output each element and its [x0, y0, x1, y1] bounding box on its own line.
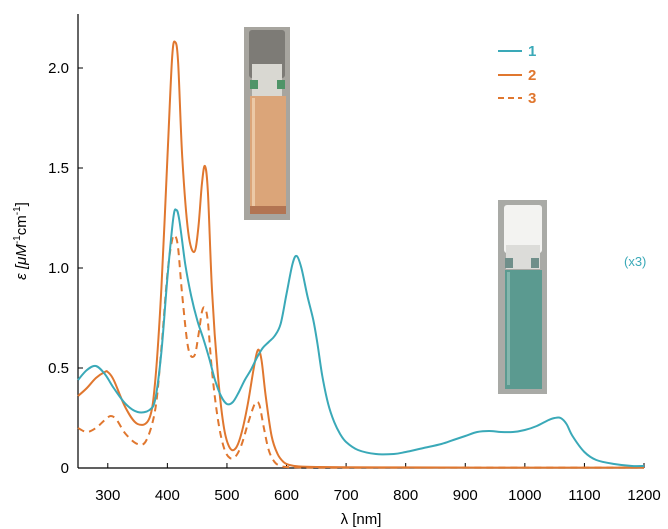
series-2-line — [77, 40, 644, 469]
y-tick-label: 2.0 — [48, 60, 69, 77]
y-tick-label: 0 — [61, 460, 69, 477]
scale-annotation: (x3) — [624, 254, 646, 269]
x-tick-label: 900 — [453, 487, 478, 504]
y-tick-label: 1.0 — [48, 260, 69, 277]
y-axis-label-sup1: -1 — [12, 235, 23, 244]
series-1-line — [77, 208, 645, 468]
y-axis-label-prefix: ε [μM — [13, 244, 30, 280]
x-tick-label: 1000 — [508, 487, 541, 504]
y-axis-label-sup2: -1 — [12, 206, 23, 215]
x-axis-label: λ [nm] — [341, 511, 382, 528]
series-layer — [77, 40, 645, 469]
x-tick-label: 500 — [214, 487, 239, 504]
x-tick-label: 700 — [334, 487, 359, 504]
legend-label-1: 1 — [528, 43, 536, 60]
x-tick-label: 1100 — [568, 487, 600, 504]
x-tick-label: 1200 — [627, 487, 660, 504]
cuvette-photo-orange — [244, 27, 290, 220]
y-axis-label-suffix: ] — [13, 202, 30, 206]
x-ticks: 300 400 500 600 700 800 900 1000 1100 1200 — [95, 463, 661, 504]
x-tick-label: 800 — [393, 487, 418, 504]
series-3-line — [77, 234, 644, 469]
legend-label-3: 3 — [528, 90, 536, 107]
x-tick-label: 400 — [155, 487, 180, 504]
y-tick-label: 0.5 — [48, 360, 69, 377]
cuvette-photo-green — [498, 200, 547, 394]
legend-label-2: 2 — [528, 67, 536, 84]
y-tick-label: 1.5 — [48, 160, 69, 177]
y-axis-label: ε [μM-1cm-1] — [12, 202, 30, 280]
y-axis-label-mid: cm — [13, 215, 30, 235]
x-tick-label: 600 — [274, 487, 299, 504]
y-ticks: 0 0.5 1.0 1.5 2.0 — [48, 60, 83, 477]
legend: 1 2 3 — [498, 43, 536, 107]
x-tick-label: 300 — [95, 487, 120, 504]
